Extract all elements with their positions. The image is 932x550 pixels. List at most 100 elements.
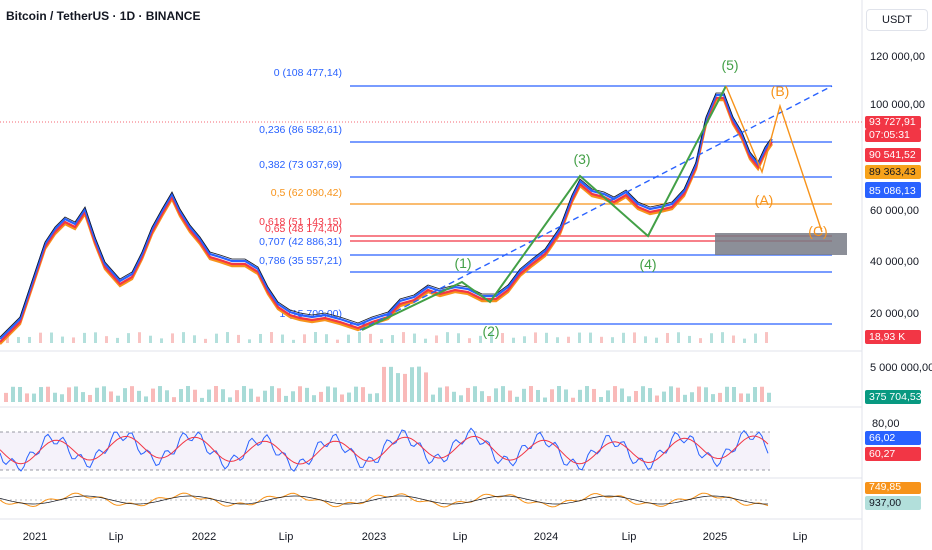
wave-label: (B) <box>771 83 790 99</box>
volume-bar <box>501 386 505 402</box>
price-volume-bar <box>589 332 592 343</box>
price-tag <box>865 129 921 142</box>
volume-bar <box>767 392 771 402</box>
x-tick-label: 2022 <box>192 531 216 543</box>
volume-bar <box>179 389 183 402</box>
price-volume-bar <box>94 332 97 343</box>
volume-bar <box>711 394 715 402</box>
currency-selector[interactable]: USDT <box>866 9 928 31</box>
price-volume-bar <box>347 334 350 343</box>
price-volume-bar <box>622 332 625 343</box>
volume-bar <box>438 387 442 402</box>
volume-bar <box>508 390 512 402</box>
price-volume-bar <box>336 339 339 343</box>
price-volume-bar <box>655 337 658 343</box>
rsi-signal-line <box>0 435 769 465</box>
price-volume-bar <box>743 338 746 343</box>
price-volume-bar <box>303 334 306 343</box>
volume-bar <box>53 392 57 402</box>
price-volume-bar <box>50 332 53 343</box>
fib-level-label: 0,236 (86 582,61) <box>259 124 342 136</box>
volume-bar <box>375 393 379 402</box>
volume-bar <box>683 394 687 402</box>
volume-panel <box>4 332 771 402</box>
volume-bar <box>452 391 456 402</box>
price-volume-bar <box>226 332 229 343</box>
wave-label: (1) <box>454 255 471 271</box>
volume-bar <box>368 393 372 402</box>
volume-bar <box>116 395 120 402</box>
volume-bar <box>389 366 393 402</box>
price-tag-label: 93 727,91 <box>869 116 916 128</box>
price-volume-bar <box>501 333 504 343</box>
price-volume-bar <box>237 334 240 343</box>
chart-title: Bitcoin / TetherUS · 1D · BINANCE <box>6 9 201 23</box>
y-tick-label: 40 000,00 <box>870 256 919 268</box>
rsi-y-tick: 80,00 <box>872 418 900 430</box>
volume-bar <box>571 397 575 402</box>
volume-bar <box>704 387 708 402</box>
rsi-signal-price-tag <box>865 447 921 461</box>
rsi-signal-price-tag-label: 60,27 <box>869 448 895 460</box>
volume-bar <box>396 373 400 402</box>
volume-bar <box>627 396 631 402</box>
price-volume-bar <box>578 332 581 343</box>
y-tick-label: 120 000,00 <box>870 51 925 63</box>
volume-bar <box>697 386 701 402</box>
fib-level-label: 0,786 (35 557,21) <box>259 255 342 267</box>
price-tag-label: 07:05:31 <box>869 129 910 141</box>
volume-bar <box>606 390 610 402</box>
axes: 120 000,00 100 000,00 60 000,00 40 000,00 20… <box>23 51 932 543</box>
wave-label: (3) <box>573 151 590 167</box>
volume-bar <box>676 387 680 402</box>
rsi-price-tag-label: 66,02 <box>869 432 895 444</box>
rsi-panel <box>0 427 770 472</box>
volume-bar <box>578 389 582 402</box>
volume-bar <box>725 386 729 402</box>
price-volume-bar <box>39 332 42 343</box>
volume-bar <box>613 386 617 402</box>
volume-bar <box>445 386 449 402</box>
volume-bar <box>165 390 169 402</box>
x-tick-label: Lip <box>793 531 808 543</box>
volume-bar <box>648 388 652 402</box>
volume-bar <box>242 386 246 402</box>
price-volume-bar <box>281 334 284 343</box>
price-volume-bar <box>116 337 119 343</box>
volume-bar <box>515 396 519 402</box>
volume-bar <box>746 393 750 402</box>
price-tag <box>865 165 921 179</box>
rsi-price-tag <box>865 431 921 445</box>
price-volume-bar <box>215 333 218 343</box>
price-series <box>0 92 773 345</box>
price-volume-bar <box>446 332 449 343</box>
price-volume-bar <box>138 332 141 343</box>
price-volume-bar <box>171 333 174 343</box>
oscillator-signal-price-tag <box>865 496 921 510</box>
price-volume-bar <box>633 332 636 343</box>
volume-bar <box>410 367 414 402</box>
volume-bar <box>739 393 743 402</box>
price-volume-bar <box>248 339 251 343</box>
wave-label: (4) <box>639 256 656 272</box>
x-tick-label: Lip <box>279 531 294 543</box>
price-volume-bar <box>721 332 724 343</box>
price-volume-bar <box>754 333 757 343</box>
volume-bar <box>249 388 253 402</box>
corrective-wave-path <box>725 85 823 233</box>
price-line <box>0 92 773 338</box>
volume-bar <box>718 392 722 402</box>
price-volume-bar <box>358 332 361 343</box>
price-volume-bar <box>435 335 438 343</box>
trend-line-dashed <box>359 85 833 331</box>
price-tag <box>865 116 921 129</box>
volume-bar <box>431 394 435 402</box>
oscillator-signal-price-tag-label: 937,00 <box>869 497 901 509</box>
volume-bar <box>144 396 148 402</box>
volume-bar <box>543 397 547 402</box>
price-volume-bar <box>644 336 647 343</box>
price-volume-bar <box>534 332 537 343</box>
volume-bar <box>32 393 36 402</box>
